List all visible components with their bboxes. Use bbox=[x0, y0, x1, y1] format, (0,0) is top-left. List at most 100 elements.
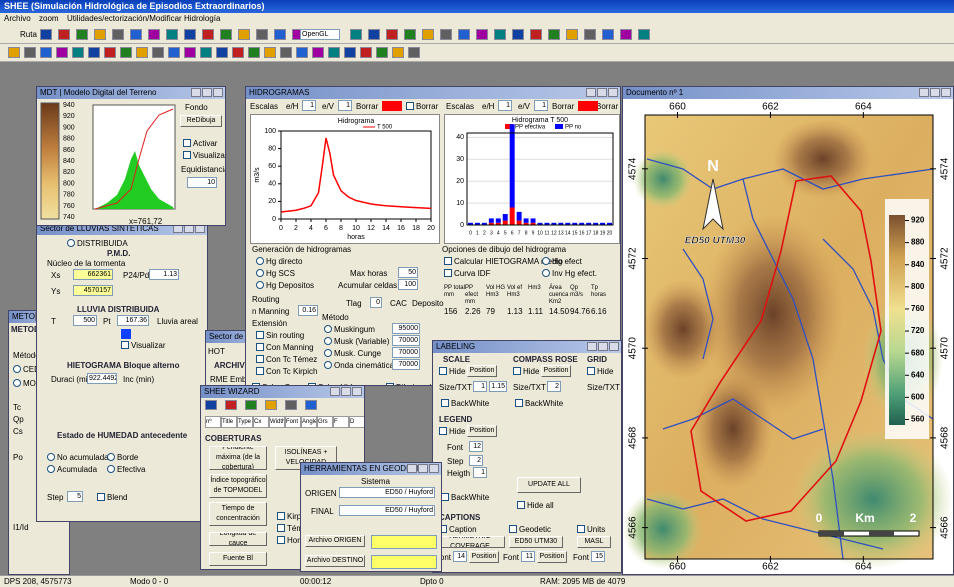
button[interactable]: ED50 UTM30 bbox=[509, 536, 563, 548]
input-field[interactable]: 70000 bbox=[392, 335, 420, 346]
checkbox[interactable]: Salva Hidrogramas bbox=[308, 383, 386, 385]
window-button[interactable] bbox=[941, 88, 951, 97]
window-button[interactable] bbox=[597, 88, 607, 97]
checkbox[interactable]: Units bbox=[577, 525, 605, 535]
input-field[interactable]: 1 bbox=[473, 467, 487, 478]
toolbar-button[interactable] bbox=[72, 47, 84, 58]
radio-button[interactable]: Muskingum bbox=[324, 325, 375, 335]
toolbar-button[interactable] bbox=[404, 29, 416, 40]
toolbar-button[interactable] bbox=[386, 29, 398, 40]
checkbox[interactable]: Con Tc Kirpich bbox=[256, 367, 317, 377]
toolbar-button[interactable] bbox=[130, 29, 142, 40]
checkbox[interactable]: BackWhite bbox=[441, 493, 489, 503]
input-field[interactable]: ED50 / Huyford bbox=[339, 487, 435, 498]
toolbar-button[interactable] bbox=[24, 47, 36, 58]
window-button[interactable] bbox=[919, 88, 929, 97]
button[interactable]: Position bbox=[469, 551, 499, 563]
button[interactable]: Position bbox=[541, 365, 571, 377]
input-field[interactable]: 1 bbox=[302, 100, 316, 111]
toolbar-button[interactable] bbox=[328, 47, 340, 58]
toolbar-button[interactable] bbox=[285, 400, 297, 410]
input-field[interactable]: 1 bbox=[498, 100, 512, 111]
input-field[interactable]: 15 bbox=[591, 551, 605, 562]
window-button[interactable] bbox=[609, 342, 619, 351]
input-field[interactable] bbox=[371, 555, 437, 569]
toolbar-button[interactable] bbox=[476, 29, 488, 40]
radio-button[interactable]: Onda cinemática bbox=[324, 361, 394, 371]
window-button[interactable] bbox=[586, 88, 596, 97]
checkbox[interactable]: Salva Gp bbox=[252, 383, 295, 385]
toolbar-button[interactable] bbox=[458, 29, 470, 40]
radio-button[interactable]: Hg efect bbox=[542, 257, 582, 267]
toolbar-button[interactable] bbox=[530, 29, 542, 40]
input-field[interactable]: 922.4492 bbox=[87, 373, 117, 384]
radio-button[interactable]: Acumulada bbox=[47, 465, 97, 475]
button[interactable]: ReDibuja bbox=[180, 115, 222, 127]
radio-button[interactable]: No acumulada bbox=[47, 453, 109, 463]
toolbar-button[interactable] bbox=[360, 47, 372, 58]
toolbar-button[interactable] bbox=[584, 29, 596, 40]
button[interactable]: MASL bbox=[577, 536, 611, 548]
toolbar-button[interactable] bbox=[265, 400, 277, 410]
input-field[interactable]: 5 bbox=[67, 491, 83, 502]
toolbar-button[interactable] bbox=[112, 29, 124, 40]
checkbox[interactable]: Hide bbox=[439, 367, 465, 377]
button[interactable]: Position bbox=[537, 551, 567, 563]
toolbar-button[interactable] bbox=[152, 47, 164, 58]
toolbar-button[interactable] bbox=[440, 29, 452, 40]
radio-button[interactable]: Efectiva bbox=[107, 465, 145, 475]
toolbar-button[interactable] bbox=[344, 47, 356, 58]
checkbox[interactable]: BackWhite bbox=[515, 399, 563, 409]
button[interactable]: Índice topográfico de TOPMODEL bbox=[209, 474, 267, 498]
toolbar-button[interactable] bbox=[166, 29, 178, 40]
button[interactable]: Position bbox=[467, 365, 497, 377]
toolbar-button[interactable] bbox=[120, 47, 132, 58]
radio-button[interactable]: Inv Hg efect. bbox=[542, 269, 597, 279]
checkbox[interactable]: Con Manning bbox=[256, 343, 314, 353]
checkbox[interactable]: Geodetic bbox=[509, 525, 551, 535]
window-button[interactable] bbox=[930, 88, 940, 97]
checkbox[interactable]: Kirpich bbox=[277, 512, 311, 522]
toolbar-button[interactable] bbox=[58, 29, 70, 40]
toolbar-button[interactable] bbox=[512, 29, 524, 40]
toolbar-button[interactable] bbox=[256, 29, 268, 40]
toolbar-button[interactable] bbox=[200, 47, 212, 58]
toolbar-button[interactable] bbox=[422, 29, 434, 40]
window-button[interactable] bbox=[191, 88, 201, 97]
toolbar-button[interactable] bbox=[566, 29, 578, 40]
toolbar-button[interactable] bbox=[620, 29, 632, 40]
input-field[interactable]: 1 bbox=[473, 381, 487, 392]
input-field[interactable]: 14 bbox=[453, 551, 467, 562]
toolbar-button[interactable] bbox=[305, 400, 317, 410]
input-field[interactable]: 70000 bbox=[392, 359, 420, 370]
button[interactable]: Archivo ORIGEN bbox=[305, 535, 365, 547]
toolbar-button[interactable] bbox=[350, 29, 362, 40]
input-field[interactable]: 50 bbox=[398, 267, 418, 278]
input-field[interactable]: 0.16 bbox=[298, 305, 318, 316]
button[interactable]: Pendiente máxima (de la cobertura) bbox=[209, 446, 267, 470]
button[interactable]: Position bbox=[467, 425, 497, 437]
input-field[interactable]: 1 bbox=[534, 100, 548, 111]
toolbar-button[interactable] bbox=[494, 29, 506, 40]
toolbar-button[interactable] bbox=[245, 400, 257, 410]
input-field[interactable]: 2 bbox=[469, 455, 483, 466]
toolbar-button[interactable] bbox=[168, 47, 180, 58]
checkbox[interactable]: Dibuja celdas Hgs bbox=[386, 383, 460, 385]
window-button[interactable] bbox=[587, 342, 597, 351]
input-field[interactable]: 500 bbox=[73, 315, 97, 326]
toolbar-button[interactable] bbox=[184, 29, 196, 40]
radio-button[interactable]: Musk (Variable) bbox=[324, 337, 389, 347]
checkbox[interactable]: Hide bbox=[587, 367, 613, 377]
toolbar-button[interactable] bbox=[264, 47, 276, 58]
input-field[interactable]: 10 bbox=[187, 177, 217, 188]
radio-button[interactable]: Musk. Cunge bbox=[324, 349, 381, 359]
toolbar-button[interactable] bbox=[312, 47, 324, 58]
input-field[interactable]: ED50 / Huyford bbox=[339, 505, 435, 516]
button[interactable]: ALTIMETRIC COVERAGE bbox=[435, 536, 505, 548]
toolbar-button[interactable] bbox=[408, 47, 420, 58]
button[interactable]: Archivo DESTINO bbox=[305, 555, 365, 567]
checkbox[interactable]: Blend bbox=[97, 493, 127, 503]
input-field[interactable]: 167.36 bbox=[117, 315, 149, 326]
toolbar-button[interactable] bbox=[602, 29, 614, 40]
input-field[interactable]: 1 bbox=[338, 100, 352, 111]
